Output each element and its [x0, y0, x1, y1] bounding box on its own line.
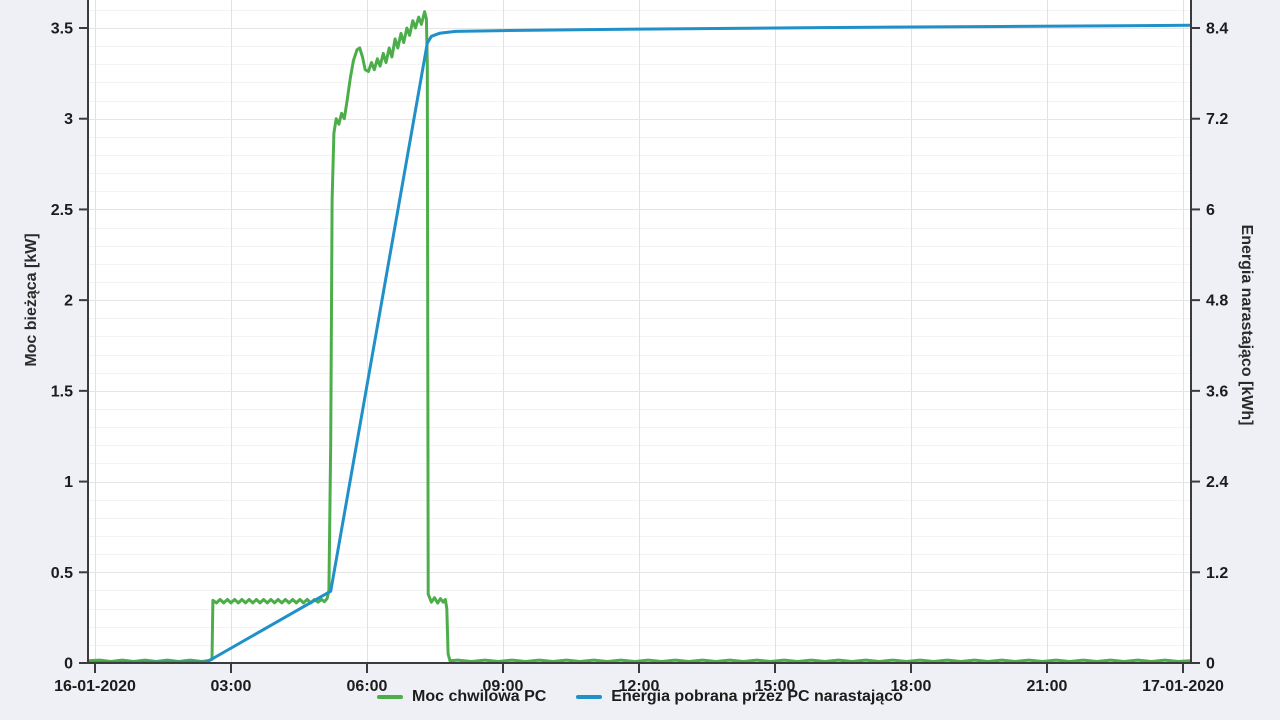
y-right-tick-label: 6	[1206, 202, 1215, 219]
series-line-1	[88, 23, 1191, 664]
y-left-tick-label: 3.5	[51, 20, 73, 37]
x-tick-label: 03:00	[211, 678, 252, 695]
y-left-tick-label: 1.5	[51, 383, 73, 400]
y-left-tick-label: 1	[64, 474, 73, 491]
y-left-axis-title: Moc bieżąca [kW]	[23, 233, 40, 367]
x-tick-label: 18:00	[891, 678, 932, 695]
x-tick-label: 21:00	[1027, 678, 1068, 695]
series-group	[88, 10, 1191, 664]
legend-item-0[interactable]: Moc chwilowa PC	[377, 688, 546, 706]
tick-labels: 0 0.5 1 1.5 2 2.5 3 3.5 0 1.2 2.4 3.6 4.8 6 7.2 8.4 16-0…	[51, 20, 1229, 695]
chart-legend: Moc chwilowa PC Energia pobrana przez PC …	[0, 688, 1280, 706]
legend-label: Energia pobrana przez PC narastająco	[611, 688, 903, 705]
y-left-tick-label: 0	[64, 656, 73, 673]
y-right-tick-label: 2.4	[1206, 474, 1228, 491]
y-right-tick-label: 3.6	[1206, 383, 1228, 400]
legend-item-1[interactable]: Energia pobrana przez PC narastająco	[576, 688, 903, 706]
x-tick-label: 06:00	[347, 678, 388, 695]
x-tick-label: 17-01-2020	[1142, 678, 1224, 695]
y-right-tick-label: 7.2	[1206, 111, 1228, 128]
x-tick-label: 15:00	[755, 678, 796, 695]
y-right-tick-label: 0	[1206, 656, 1215, 673]
x-tick-label: 09:00	[483, 678, 524, 695]
y-right-tick-label: 8.4	[1206, 20, 1228, 37]
y-right-tick-label: 1.2	[1206, 565, 1228, 582]
legend-swatch-icon	[576, 695, 603, 699]
legend-swatch-icon	[377, 695, 404, 699]
y-left-tick-label: 2	[64, 293, 73, 310]
tick-marks	[79, 26, 1200, 673]
y-left-tick-label: 0.5	[51, 565, 73, 582]
y-left-tick-label: 2.5	[51, 202, 73, 219]
gridlines-vertical	[95, 0, 1184, 663]
x-tick-label: 16-01-2020	[54, 678, 136, 695]
y-right-tick-label: 4.8	[1206, 293, 1228, 310]
series-line-0	[88, 10, 1191, 663]
legend-label: Moc chwilowa PC	[412, 688, 547, 705]
y-left-tick-label: 3	[64, 111, 73, 128]
y-right-axis-title: Energia narastająco [kWh]	[1238, 224, 1255, 426]
x-tick-label: 12:00	[619, 678, 660, 695]
